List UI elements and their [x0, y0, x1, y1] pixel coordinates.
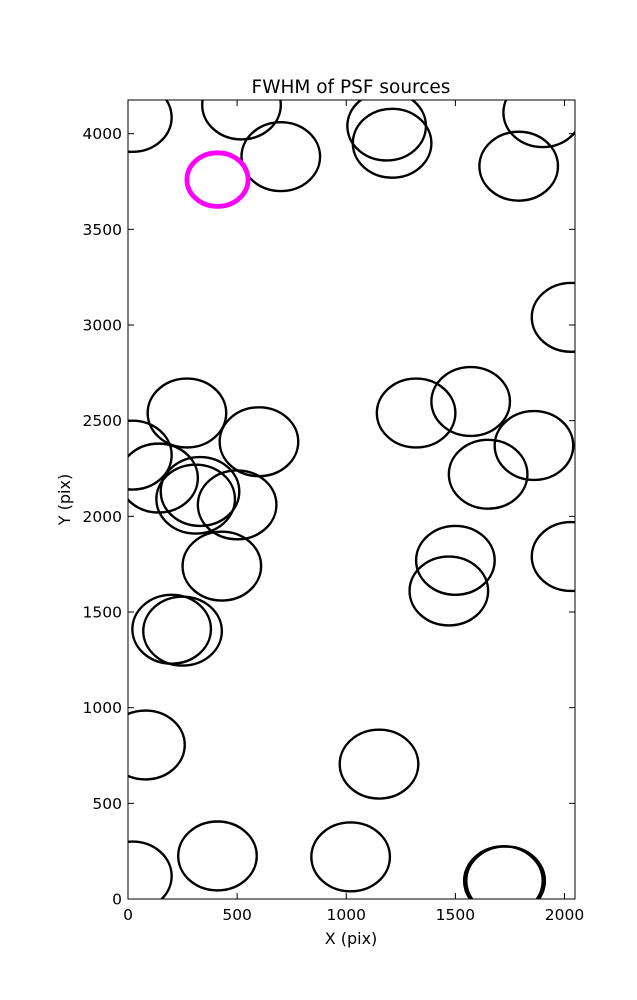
y-tick-label: 0 [112, 891, 122, 909]
psf-source-circle [338, 728, 420, 800]
highlighted-psf-source-circle [184, 150, 251, 209]
psf-source-circle [128, 840, 173, 899]
psf-source-circle [240, 120, 322, 193]
plot-frame [127, 99, 576, 900]
psf-source-circle [155, 463, 237, 535]
psf-source-circle [530, 281, 575, 353]
y-tick-label: 2500 [83, 412, 122, 430]
x-tick-label: 2000 [545, 906, 584, 924]
psf-source-circle [447, 438, 529, 510]
psf-source-circle [128, 100, 173, 154]
y-tick-label: 4000 [83, 125, 122, 143]
psf-source-circle [196, 469, 278, 541]
y-tick-label: 1500 [83, 604, 122, 622]
y-tick-label: 500 [92, 795, 122, 813]
psf-source-circle [502, 100, 575, 149]
psf-source-circle [177, 820, 258, 892]
psf-source-circle [493, 409, 575, 482]
y-tick-label: 2000 [83, 508, 122, 526]
psf-source-circle [465, 845, 547, 899]
psf-source-circle [310, 821, 392, 893]
psf-source-circle [408, 555, 490, 627]
psf-source-circle [530, 520, 575, 593]
psf-source-circle [142, 595, 224, 667]
x-tick-label: 1000 [327, 906, 366, 924]
psf-source-circle [201, 100, 282, 141]
x-tick-label: 1500 [436, 906, 475, 924]
psf-source-circle [128, 709, 186, 781]
axis-ticks: 0 500 1000 1500 2000 0 500 1000 1500 2000 2500 3000… [83, 100, 584, 924]
psf-source-circle [351, 107, 433, 179]
chart-title: FWHM of PSF sources [252, 77, 451, 98]
y-axis-label: Y (pix) [55, 474, 74, 526]
y-tick-label: 3500 [83, 221, 122, 239]
psf-source-circle [159, 455, 241, 528]
x-tick-label: 500 [222, 906, 252, 924]
psf-source-circle [146, 377, 228, 449]
psf-source-circle [375, 377, 457, 449]
y-tick-label: 3000 [83, 317, 122, 335]
x-tick-label: 0 [123, 906, 133, 924]
y-tick-label: 1000 [83, 699, 122, 717]
psf-source-circle [181, 530, 263, 602]
psf-source-circle [478, 130, 560, 202]
sources-layer [128, 100, 575, 899]
psf-source-circle [414, 524, 496, 596]
x-axis-label: X (pix) [325, 929, 378, 948]
psf-source-circle [430, 365, 512, 438]
